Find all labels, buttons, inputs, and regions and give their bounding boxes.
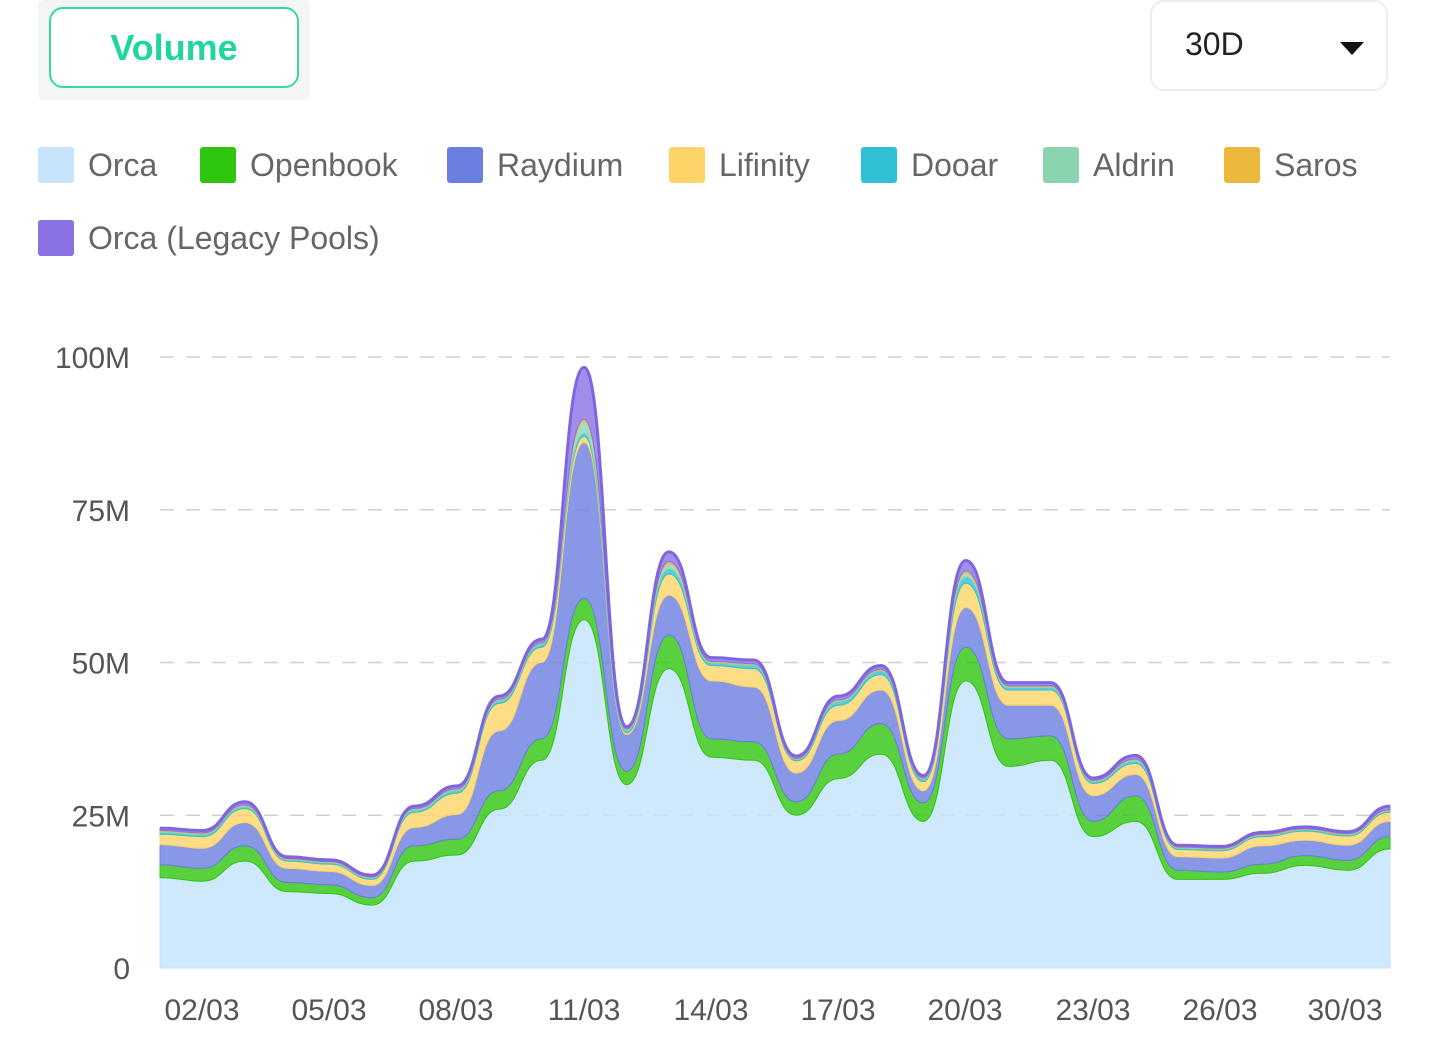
legend-swatch [861, 147, 897, 183]
legend-label: Lifinity [719, 146, 810, 183]
legend-item[interactable]: Aldrin [1043, 145, 1175, 185]
y-tick-label: 0 [113, 953, 130, 986]
legend-swatch [1224, 147, 1260, 183]
legend-swatch [38, 220, 74, 256]
legend-item[interactable]: Dooar [861, 145, 998, 185]
x-tick-label: 02/03 [164, 994, 239, 1027]
time-range-value: 30D [1185, 26, 1244, 62]
legend-item[interactable]: Openbook [200, 145, 398, 185]
x-tick-label: 05/03 [291, 994, 366, 1027]
legend-label: Openbook [250, 146, 398, 183]
time-range-dropdown[interactable]: 30D [1150, 0, 1388, 91]
legend-item[interactable]: Orca (Legacy Pools) [38, 218, 380, 258]
chart-grid [160, 356, 1390, 816]
area-orca [159, 619, 1391, 969]
x-tick-label: 23/03 [1055, 994, 1130, 1027]
y-tick-label: 75M [72, 495, 130, 528]
y-tick-label: 100M [55, 342, 130, 375]
x-axis: 02/03 05/03 08/03 11/03 14/03 17/03 20/03 23/03… [164, 994, 1382, 1027]
legend-label: Orca (Legacy Pools) [88, 219, 380, 256]
legend-label: Aldrin [1093, 146, 1175, 183]
legend-swatch [447, 147, 483, 183]
legend-label: Raydium [497, 146, 624, 183]
legend-item[interactable]: Orca [38, 145, 157, 185]
legend-swatch [669, 147, 705, 183]
legend-item[interactable]: Raydium [447, 145, 623, 185]
x-tick-label: 11/03 [548, 994, 621, 1027]
legend-item[interactable]: Lifinity [669, 145, 810, 185]
y-tick-label: 50M [72, 648, 130, 681]
tab-volume[interactable]: Volume [49, 7, 299, 88]
x-tick-label: 08/03 [418, 994, 493, 1027]
legend-label: Orca [88, 146, 158, 183]
x-tick-label: 14/03 [673, 994, 748, 1027]
x-tick-label: 17/03 [800, 994, 875, 1027]
legend-item[interactable]: Saros [1224, 145, 1358, 185]
chart-areas [159, 365, 1391, 969]
legend-label: Dooar [911, 146, 999, 183]
legend-swatch [200, 147, 236, 183]
y-axis: 0 25M 50M 75M 100M [55, 342, 130, 986]
caret-down-icon [1340, 42, 1364, 55]
x-tick-label: 20/03 [927, 994, 1002, 1027]
total-outline [159, 365, 1391, 877]
y-tick-label: 25M [72, 800, 130, 833]
legend-swatch [1043, 147, 1079, 183]
legend-swatch [38, 147, 74, 183]
x-tick-label: 30/03 [1307, 994, 1382, 1027]
legend-label: Saros [1274, 146, 1358, 183]
x-tick-label: 26/03 [1182, 994, 1257, 1027]
